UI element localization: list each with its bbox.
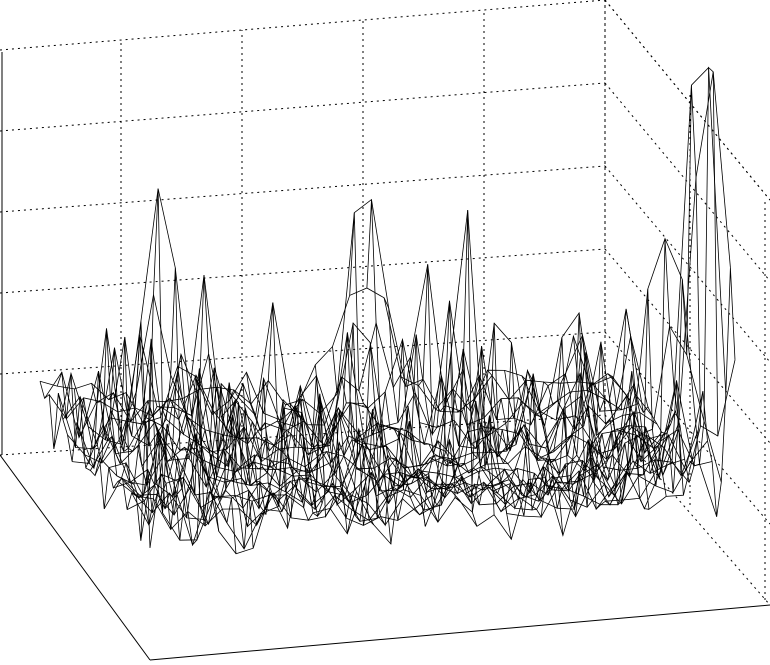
surface-mesh-column (39, 381, 151, 548)
surface-mesh-column (573, 238, 684, 496)
surface-mesh-column (366, 199, 478, 527)
surface-mesh-column (142, 267, 254, 549)
surface-mesh-column (487, 369, 598, 511)
surface-mesh-column (125, 188, 237, 554)
surface-mesh-column (555, 288, 667, 497)
grid-line-back-horizontal (0, 0, 606, 51)
surface-mesh-column (452, 323, 564, 536)
surface-mesh-column (56, 371, 168, 526)
surface-mesh-column (469, 342, 581, 517)
grid-line-back-horizontal (0, 248, 606, 294)
grid-line-back-horizontal (0, 82, 606, 132)
surface-mesh-column (108, 321, 220, 532)
surface-mesh-column (263, 302, 374, 526)
grid-line-side-horizontal (604, 82, 770, 282)
axis-y-edge (149, 604, 770, 661)
surface-mesh-column (160, 382, 271, 527)
surface-mesh-column (280, 397, 392, 545)
grid-line-side-horizontal (604, 248, 770, 444)
surface-mesh-column (504, 369, 615, 510)
axes-box (0, 52, 770, 661)
surface-mesh-column (418, 264, 529, 517)
surface-mesh-column (435, 300, 547, 519)
grid-line-back-horizontal (0, 165, 606, 213)
surface-mesh-column (383, 297, 495, 515)
surface-mesh-column (607, 66, 719, 477)
grid-line-side-horizontal (604, 331, 770, 525)
grid-line-back-horizontal (0, 414, 606, 456)
surface-mesh-column (624, 267, 736, 517)
surface-mesh (39, 66, 736, 555)
surface-mesh-column (194, 274, 306, 518)
surface-mesh-column (590, 85, 701, 493)
grid-line-back-horizontal (0, 331, 606, 375)
surface-mesh-column (74, 328, 185, 541)
grid-line-side-horizontal (604, 165, 770, 363)
surface-mesh-column (349, 212, 460, 506)
background-grid (0, 0, 770, 606)
surface-mesh-row (117, 382, 704, 520)
surface-mesh-column (211, 387, 323, 522)
grid-line-side-top (604, 0, 770, 201)
surface-mesh-column (91, 338, 202, 546)
surface-mesh-column (521, 352, 633, 506)
grid-line-side-horizontal (604, 414, 770, 606)
surface-mesh-column (314, 332, 426, 527)
axis-x-edge (0, 454, 151, 661)
grid-line-side-horizontal (604, 0, 770, 201)
surface-mesh-column (332, 346, 443, 523)
